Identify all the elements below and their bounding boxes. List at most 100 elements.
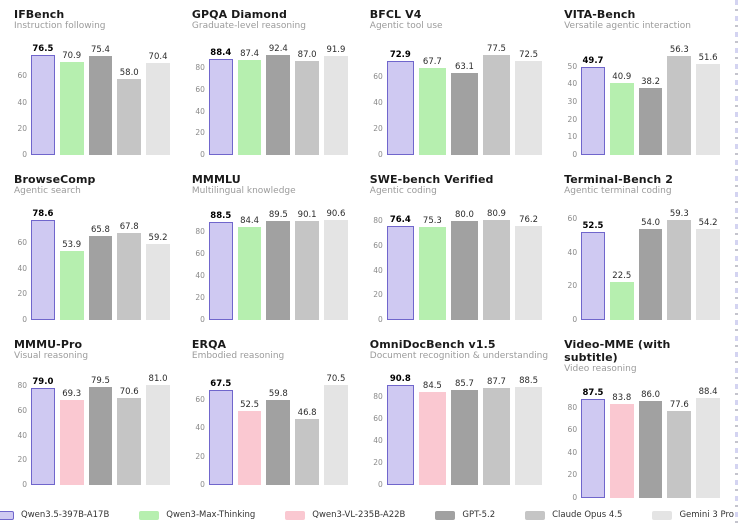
bar-value-label: 72.5 bbox=[519, 50, 539, 61]
chart-subtitle: Graduate-level reasoning bbox=[191, 21, 306, 31]
legend-swatch bbox=[285, 510, 306, 520]
bar-value-label: 40.9 bbox=[612, 71, 632, 82]
bar-claude-opus-4-5 bbox=[295, 418, 320, 485]
bar-cell-gpt-5-2: 63.1 bbox=[450, 35, 478, 155]
bar-cell-qwen3-max-thinking: 84.4 bbox=[237, 200, 262, 320]
y-tick-label: 20 bbox=[195, 292, 205, 302]
y-axis: 0 20 40 60 bbox=[14, 35, 31, 159]
y-axis: 0 20 40 60 80 bbox=[370, 365, 387, 488]
bar-claude-opus-4-5 bbox=[117, 79, 142, 155]
bar-gemini-3-pro bbox=[515, 387, 543, 485]
chart-subtitle: Agentic tool use bbox=[369, 21, 443, 31]
bar-cell-claude-opus-4-5: 56.3 bbox=[667, 35, 692, 155]
legend-item-claude-opus-4-5: Claude Opus 4.5 bbox=[525, 510, 622, 520]
bar-value-label: 77.5 bbox=[487, 43, 506, 54]
chart-title: Terminal-Bench 2 bbox=[564, 173, 673, 186]
bars-group: 52.5 22.5 54.0 59.3 54.2 bbox=[581, 200, 726, 320]
y-axis: 0 20 40 60 80 bbox=[370, 200, 387, 324]
bar-cell-qwen3-5-397b-a17b: 76.5 bbox=[31, 35, 55, 155]
model-legend: Qwen3.5-397B-A17B Qwen3-Max-Thinking Qwen3… bbox=[0, 510, 734, 520]
legend-label: Claude Opus 4.5 bbox=[552, 510, 623, 520]
y-tick-label: 40 bbox=[373, 265, 383, 275]
benchmark-chart-ifbench: IFBench Instruction following 0 20 40 60 76.5 7… bbox=[14, 8, 176, 159]
bar-value-label: 80.0 bbox=[454, 210, 474, 221]
y-tick-label: 20 bbox=[567, 114, 578, 124]
bar-value-label: 88.5 bbox=[210, 211, 232, 222]
bar-value-label: 83.8 bbox=[612, 392, 632, 403]
bar-qwen3-5-397b-a17b bbox=[31, 219, 55, 320]
y-tick-label: 60 bbox=[195, 395, 205, 405]
y-tick-label: 60 bbox=[567, 214, 578, 224]
bar-qwen3-5-397b-a17b bbox=[208, 389, 233, 485]
bars-group: 87.5 83.8 86.0 77.6 88.4 bbox=[581, 378, 726, 498]
bar-value-label: 52.5 bbox=[582, 220, 604, 231]
y-axis: 0 20 40 60 80 bbox=[192, 200, 209, 323]
bar-value-label: 78.6 bbox=[32, 208, 54, 219]
bar-value-label: 87.0 bbox=[297, 49, 317, 60]
bar-value-label: 88.5 bbox=[519, 376, 539, 387]
y-tick-label: 60 bbox=[17, 71, 27, 81]
bar-gemini-3-pro bbox=[696, 63, 720, 155]
bar-value-label: 65.8 bbox=[90, 224, 110, 235]
legend-label: Gemini 3 Pro bbox=[679, 510, 734, 520]
bar-cell-gpt-5-2: 86.0 bbox=[638, 378, 663, 498]
bars-group: 49.7 40.9 38.2 56.3 51.6 bbox=[581, 35, 726, 155]
bar-cell-gemini-3-pro: 54.2 bbox=[696, 200, 720, 320]
chart-plot-area: 0 20 40 60 80 76.4 75.3 80.0 80.9 76.2 bbox=[370, 200, 548, 324]
legend-item-qwen3-vl-235b-a22b: Qwen3-VL-235B-A22B bbox=[285, 510, 405, 520]
y-tick-label: 60 bbox=[567, 425, 578, 435]
chart-plot-area: 0 20 40 60 52.5 22.5 54.0 59.3 54.2 bbox=[564, 200, 726, 324]
bar-gpt-5-2 bbox=[450, 390, 478, 485]
benchmark-chart-bfcl-v4: BFCL V4 Agentic tool use 0 20 40 60 72.9 67.7 63… bbox=[369, 8, 548, 159]
bar-value-label: 91.9 bbox=[326, 44, 346, 55]
bar-gemini-3-pro bbox=[515, 61, 543, 155]
bar-cell-claude-opus-4-5: 59.3 bbox=[667, 200, 692, 320]
bar-cell-gpt-5-2: 38.2 bbox=[638, 35, 663, 155]
bar-value-label: 67.5 bbox=[210, 378, 232, 389]
bar-value-label: 77.6 bbox=[669, 399, 689, 410]
bar-cell-claude-opus-4-5: 87.7 bbox=[482, 365, 511, 485]
chart-subtitle: Embodied reasoning bbox=[191, 351, 285, 361]
bar-gpt-5-2 bbox=[450, 73, 478, 155]
bar-cell-gemini-3-pro: 70.4 bbox=[146, 35, 170, 155]
bar-cell-gemini-3-pro: 88.4 bbox=[696, 378, 720, 498]
y-tick-label: 80 bbox=[17, 381, 27, 391]
bars-group: 76.5 70.9 75.4 58.0 70.4 bbox=[31, 35, 176, 155]
bar-value-label: 67.8 bbox=[119, 222, 139, 233]
chart-title: VITA-Bench bbox=[564, 8, 636, 21]
bar-cell-qwen3-vl-235b-a22b: 83.8 bbox=[609, 378, 634, 498]
y-tick-label: 80 bbox=[373, 391, 383, 401]
y-tick-label: 60 bbox=[373, 241, 383, 251]
bar-cell-gpt-5-2: 54.0 bbox=[638, 200, 663, 320]
bar-value-label: 84.5 bbox=[422, 380, 442, 391]
bar-gpt-5-2 bbox=[638, 87, 663, 155]
bar-gemini-3-pro bbox=[696, 228, 720, 320]
legend-swatch bbox=[525, 510, 546, 520]
y-tick-label: 50 bbox=[567, 61, 578, 71]
bar-value-label: 49.7 bbox=[582, 56, 604, 67]
bar-cell-claude-opus-4-5: 77.5 bbox=[482, 35, 511, 155]
bar-claude-opus-4-5 bbox=[117, 397, 142, 485]
bar-value-label: 59.3 bbox=[669, 209, 689, 220]
benchmark-chart-video-mme-with-subtitle: Video-MME (with subtitle) Video reasoning… bbox=[564, 338, 726, 502]
bar-qwen3-5-397b-a17b bbox=[208, 59, 233, 155]
y-tick-label: 40 bbox=[567, 247, 578, 257]
bar-claude-opus-4-5 bbox=[667, 410, 692, 498]
bar-qwen3-max-thinking bbox=[609, 282, 634, 320]
y-tick-label: 80 bbox=[567, 402, 578, 412]
bar-claude-opus-4-5 bbox=[482, 220, 511, 320]
bar-qwen3-5-397b-a17b bbox=[386, 225, 414, 320]
legend-label: GPT-5.2 bbox=[462, 510, 496, 520]
bar-value-label: 76.2 bbox=[519, 215, 539, 226]
bar-qwen3-max-thinking bbox=[59, 62, 84, 155]
y-axis: 0 20 40 60 80 bbox=[14, 365, 31, 489]
legend-swatch bbox=[435, 510, 456, 520]
bar-gpt-5-2 bbox=[88, 235, 113, 320]
y-tick-label: 0 bbox=[572, 150, 578, 159]
y-tick-label: 0 bbox=[200, 315, 205, 324]
bar-value-label: 75.4 bbox=[90, 45, 110, 56]
y-tick-label: 20 bbox=[195, 128, 205, 138]
bars-group: 88.5 84.4 89.5 90.1 90.6 bbox=[208, 200, 354, 320]
bar-cell-claude-opus-4-5: 90.1 bbox=[295, 200, 320, 320]
